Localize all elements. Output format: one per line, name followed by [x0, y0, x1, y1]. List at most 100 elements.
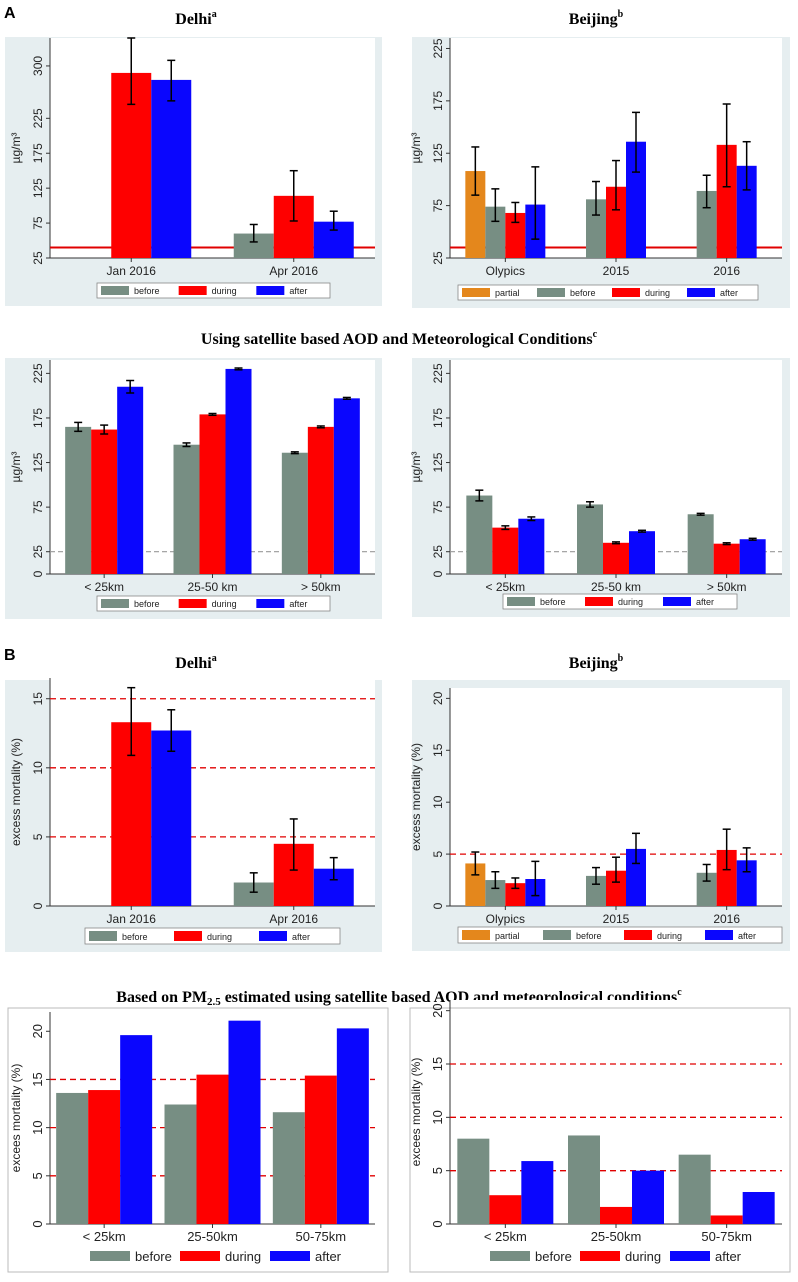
plot-area [50, 678, 375, 906]
legend-label-during: during [212, 286, 237, 296]
bar-during [88, 1090, 121, 1224]
legend-swatch-during [624, 930, 652, 940]
y-tick-label: 25 [31, 251, 45, 265]
bar-after [736, 165, 757, 258]
charts-layer: 25 75 125 175 225 300 µg/m³ Jan 2016 Apr 2016 bef… [5, 37, 791, 1273]
y-tick-label: 20 [30, 1024, 45, 1038]
bar-during [716, 849, 737, 906]
y-tick-label: 10 [31, 761, 45, 775]
bar-before [586, 199, 606, 258]
chart-a4: 0 25 75 125 175 225 µg/m³ < 25km 25-50 km > 50km b… [409, 358, 790, 617]
x-tick-label: Apr 2016 [269, 912, 318, 926]
y-tick-label: 125 [431, 452, 445, 472]
legend-swatch-before [543, 930, 571, 940]
bar-during [489, 1195, 522, 1224]
bar-after [518, 518, 545, 574]
x-tick-label: Olypics [486, 264, 525, 278]
y-tick-label: 125 [31, 452, 45, 472]
y-tick-label: 20 [431, 691, 445, 705]
bar-before [272, 1112, 305, 1224]
y-tick-label: 25 [431, 251, 445, 265]
x-tick-label: 2015 [603, 912, 630, 926]
bar-before [281, 452, 308, 574]
bar-during [304, 1075, 337, 1224]
legend-label-after: after [289, 599, 307, 609]
legend-swatch-during [612, 288, 640, 297]
legend-swatch-after [256, 286, 285, 295]
legend-label-before: before [535, 1249, 572, 1264]
y-tick-label: 0 [30, 1220, 45, 1227]
y-tick-label: 15 [430, 1057, 445, 1071]
x-tick-label: < 25km [484, 1229, 527, 1244]
legend-swatch-before [490, 1251, 530, 1261]
legend-label-before: before [134, 286, 160, 296]
y-tick-label: 125 [431, 143, 445, 163]
legend-label-after: after [315, 1249, 342, 1264]
legend-label-after: after [289, 286, 307, 296]
legend-label-during: during [212, 599, 237, 609]
legend-label-after: after [738, 931, 756, 941]
y-tick-label: 225 [31, 363, 45, 383]
y-axis-label: excess mortality (%) [409, 743, 423, 851]
x-tick-label: 2016 [713, 264, 740, 278]
legend-swatch-after [270, 1251, 310, 1261]
x-tick-label: 50-75km [701, 1229, 752, 1244]
bar-during [603, 542, 629, 574]
legend-swatch-after [256, 599, 285, 608]
y-tick-label: 0 [31, 902, 45, 909]
bar-before [696, 872, 717, 906]
legend-swatch-after [670, 1251, 710, 1261]
legend-label-before: before [134, 599, 160, 609]
legend-swatch-after [663, 597, 691, 606]
y-tick-label: 5 [30, 1172, 45, 1179]
x-tick-label: < 25km [83, 1229, 126, 1244]
y-axis-label: excees mortality (%) [9, 1064, 23, 1173]
bar-before [568, 1135, 600, 1224]
x-tick-label: Olypics [486, 912, 525, 926]
bar-before [696, 190, 717, 258]
chart-a3: 0 25 75 125 175 225 µg/m³ < 25km 25-50 km > 50km b… [5, 358, 382, 619]
y-tick-label: 225 [431, 38, 445, 58]
bar-before [56, 1092, 89, 1224]
x-tick-label: 50-75km [296, 1229, 347, 1244]
x-tick-label: > 50km [301, 580, 341, 594]
legend-swatch-during [580, 1251, 620, 1261]
x-tick-label: > 50km [707, 580, 747, 594]
bar-before [164, 1104, 197, 1224]
legend-label-during: during [625, 1249, 661, 1264]
x-tick-label: < 25km [485, 580, 525, 594]
y-tick-label: 10 [30, 1120, 45, 1134]
legend-swatch-partial [462, 288, 490, 297]
bar-partial [465, 863, 486, 906]
title-satellite-a: Using satellite based AOD and Meteorolog… [201, 329, 598, 348]
bar-before [678, 1154, 711, 1224]
bar-after [151, 730, 192, 906]
bar-after [626, 141, 646, 258]
y-tick-label: 225 [31, 108, 45, 128]
y-tick-label: 75 [31, 216, 45, 230]
x-tick-label: 2015 [603, 264, 630, 278]
bar-during [713, 543, 740, 574]
bar-after [151, 79, 192, 259]
legend-swatch-during [178, 286, 207, 295]
legend-swatch-during [585, 597, 613, 606]
y-tick-label: 5 [31, 833, 45, 840]
bar-after [120, 1035, 153, 1224]
x-tick-label: 25-50 km [187, 580, 237, 594]
y-tick-label: 0 [430, 1220, 445, 1227]
legend-label-during: during [645, 288, 670, 298]
x-tick-label: Apr 2016 [269, 264, 318, 278]
legend [457, 926, 783, 944]
y-tick-label: 75 [431, 500, 445, 514]
bar-after [333, 398, 360, 574]
legend-label-during: during [657, 931, 682, 941]
y-axis-label: µg/m³ [409, 452, 423, 483]
bar-before [466, 495, 493, 574]
y-tick-label: 25 [31, 545, 45, 559]
y-tick-label: 15 [31, 692, 45, 706]
bar-during [710, 1215, 743, 1224]
bar-during [606, 186, 626, 258]
bar-before [173, 444, 200, 574]
legend-label-before: before [576, 931, 602, 941]
bar-during [606, 870, 626, 906]
